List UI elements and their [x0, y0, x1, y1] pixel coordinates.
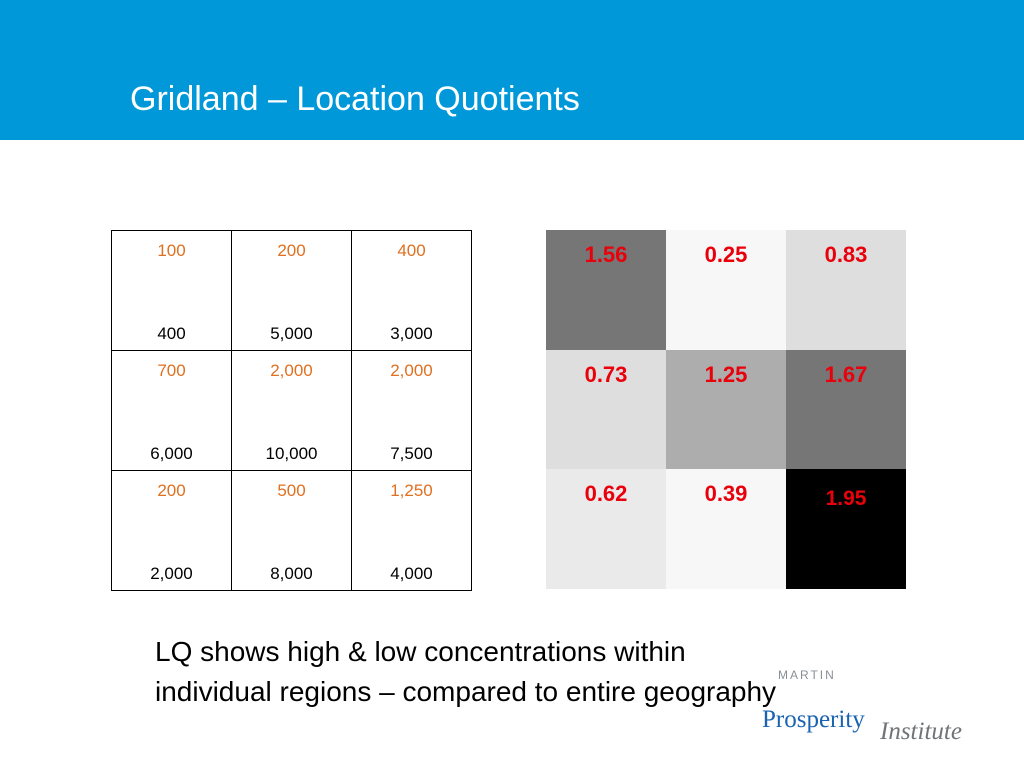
- lq-value: 0.25: [704, 242, 748, 267]
- cell-top-value: 100: [157, 241, 186, 260]
- cell-bottom-value: 5,000: [270, 324, 313, 343]
- table-cell: 2,000 10,000: [231, 350, 352, 471]
- caption-line: individual regions – compared to entire …: [155, 676, 777, 707]
- cell-top-value: 200: [277, 241, 306, 260]
- cell-top-value: 500: [277, 481, 306, 500]
- cell-bottom-value: 4,000: [390, 564, 433, 583]
- table-cell: 400 3,000: [351, 230, 472, 351]
- table-cell: 2,000 7,500: [351, 350, 472, 471]
- table-cell: 100 400: [111, 230, 232, 351]
- logo-martin-text: MARTIN: [778, 668, 836, 682]
- lq-cell: 0.25: [666, 230, 786, 350]
- lq-value: 0.39: [704, 481, 748, 506]
- lq-value: 1.67: [824, 362, 868, 387]
- lq-value: 0.83: [824, 242, 868, 267]
- lq-cell: 1.25: [666, 350, 786, 469]
- header-banner: Gridland – Location Quotients: [0, 0, 1024, 140]
- lq-value: 1.56: [584, 242, 628, 267]
- lq-cell: 0.39: [666, 469, 786, 589]
- location-quotient-grid: 1.56 0.25 0.83 0.73 1.25 1.67 0.62 0.39 …: [546, 230, 906, 589]
- lq-value: 1.25: [704, 362, 748, 387]
- table-row: 200 2,000 500 8,000 1,250 4,000: [111, 470, 472, 591]
- gridland-data-table: 100 400 200 5,000 400 3,000 700 6,000 2,…: [111, 230, 472, 591]
- cell-bottom-value: 7,500: [390, 444, 433, 463]
- cell-bottom-value: 6,000: [150, 444, 193, 463]
- cell-top-value: 400: [397, 241, 426, 260]
- table-cell: 700 6,000: [111, 350, 232, 471]
- table-cell: 500 8,000: [231, 470, 352, 591]
- lq-value: 1.95: [825, 487, 867, 510]
- lq-cell: 0.62: [546, 469, 666, 589]
- table-row: 100 400 200 5,000 400 3,000: [111, 230, 472, 351]
- cell-top-value: 700: [157, 361, 186, 380]
- lq-value: 0.62: [584, 481, 628, 506]
- table-cell: 1,250 4,000: [351, 470, 472, 591]
- caption-text: LQ shows high & low concentrations withi…: [155, 632, 935, 712]
- lq-cell: 1.67: [786, 350, 906, 469]
- caption-line: LQ shows high & low concentrations withi…: [155, 636, 686, 667]
- logo-institute-text: Institute: [880, 718, 962, 745]
- lq-cell: 1.56: [546, 230, 666, 350]
- martin-prosperity-institute-logo: MARTIN Prosperity Institute: [760, 664, 990, 754]
- table-row: 700 6,000 2,000 10,000 2,000 7,500: [111, 350, 472, 471]
- cell-top-value: 2,000: [270, 361, 313, 380]
- cell-top-value: 200: [157, 481, 186, 500]
- table-cell: 200 2,000: [111, 470, 232, 591]
- cell-bottom-value: 10,000: [265, 444, 318, 463]
- lq-value: 0.73: [584, 362, 628, 387]
- cell-bottom-value: 400: [157, 324, 186, 343]
- logo-prosperity-text: Prosperity: [762, 706, 865, 733]
- cell-top-value: 2,000: [390, 361, 433, 380]
- table-cell: 200 5,000: [231, 230, 352, 351]
- lq-cell: 1.95: [786, 469, 906, 589]
- cell-top-value: 1,250: [390, 481, 433, 500]
- lq-cell: 0.83: [786, 230, 906, 350]
- cell-bottom-value: 2,000: [150, 564, 193, 583]
- cell-bottom-value: 3,000: [390, 324, 433, 343]
- cell-bottom-value: 8,000: [270, 564, 313, 583]
- page-title: Gridland – Location Quotients: [130, 80, 580, 118]
- lq-cell: 0.73: [546, 350, 666, 469]
